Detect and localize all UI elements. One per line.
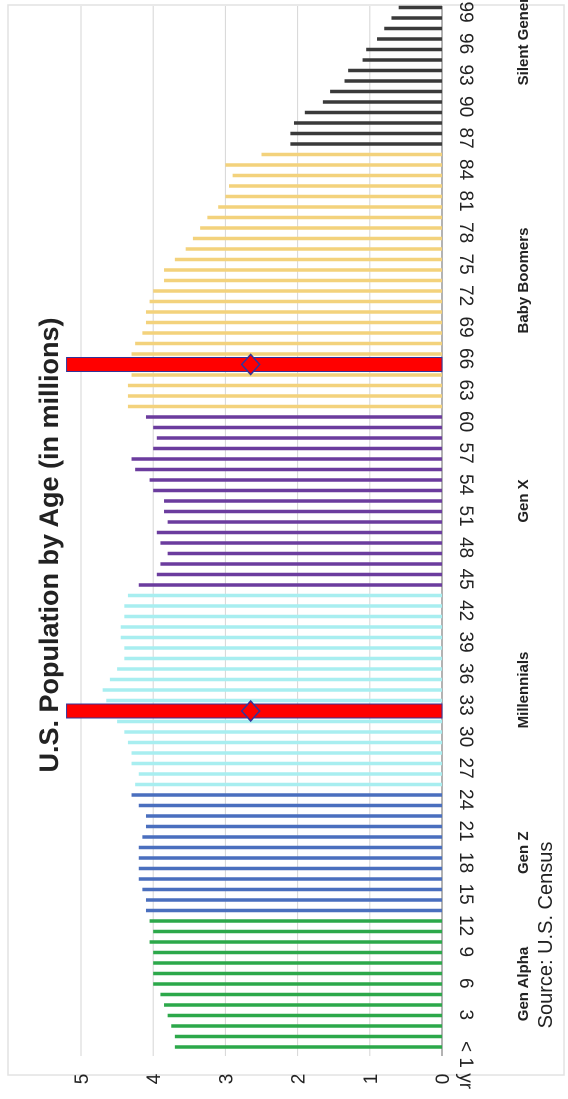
value-tick-4: 4 [144, 1073, 165, 1084]
value-tick-2: 2 [289, 1074, 310, 1085]
age-tick-0: < 1 yr [455, 1041, 476, 1090]
age-tick-25: 75 [455, 254, 476, 275]
age-tick-23: 69 [455, 317, 476, 338]
age-tick-31: 93 [455, 65, 476, 86]
chart-title: U.S. Population by Age (in millions) [34, 317, 64, 772]
value-tick-1: 1 [361, 1074, 382, 1085]
generation-label-gen-x: Gen X [515, 479, 532, 522]
age-tick-10: 30 [455, 726, 476, 747]
marker-diamond-2 [240, 353, 261, 376]
age-tick-18: 54 [455, 474, 476, 496]
source-note: Source: U.S. Census [535, 842, 557, 1029]
age-tick-27: 81 [455, 191, 476, 212]
age-tick-22: 66 [455, 348, 476, 369]
age-tick-28: 84 [455, 159, 476, 181]
age-tick-14: 42 [455, 600, 476, 621]
age-tick-29: 87 [455, 128, 476, 149]
generation-label-gen-z: Gen Z [515, 831, 532, 874]
value-tick-5: 5 [72, 1074, 93, 1085]
value-tick-0: 0 [433, 1074, 454, 1085]
age-tick-21: 63 [455, 380, 476, 401]
age-tick-20: 60 [455, 411, 476, 432]
marker-diamond-1 [240, 699, 261, 723]
generation-label-baby-boomers: Baby Boomers [515, 228, 532, 334]
generation-label-millennials: Millennials [515, 652, 532, 729]
age-tick-1: 3 [455, 1010, 476, 1021]
age-tick-5: 15 [455, 884, 476, 905]
generation-label-silent-generation: Silent Generation [515, 0, 532, 85]
age-tick-33: 99 [455, 2, 476, 23]
age-tick-15: 45 [455, 569, 476, 590]
value-tick-3: 3 [216, 1074, 237, 1085]
age-tick-17: 51 [455, 506, 476, 527]
age-tick-4: 12 [455, 915, 476, 936]
age-tick-26: 78 [455, 222, 476, 243]
age-tick-9: 27 [455, 758, 476, 779]
age-tick-2: 6 [455, 978, 476, 989]
age-tick-12: 36 [455, 663, 476, 684]
age-tick-11: 33 [455, 695, 476, 716]
generation-label-gen-alpha: Gen Alpha [515, 946, 532, 1021]
age-tick-24: 72 [455, 285, 476, 306]
age-tick-7: 21 [455, 821, 476, 842]
age-tick-19: 57 [455, 443, 476, 464]
age-tick-16: 48 [455, 537, 476, 558]
age-tick-30: 90 [455, 96, 476, 117]
age-tick-32: 96 [455, 33, 476, 54]
age-tick-6: 18 [455, 852, 476, 873]
age-tick-3: 9 [455, 947, 476, 958]
age-tick-13: 39 [455, 632, 476, 653]
age-tick-8: 24 [455, 789, 476, 811]
